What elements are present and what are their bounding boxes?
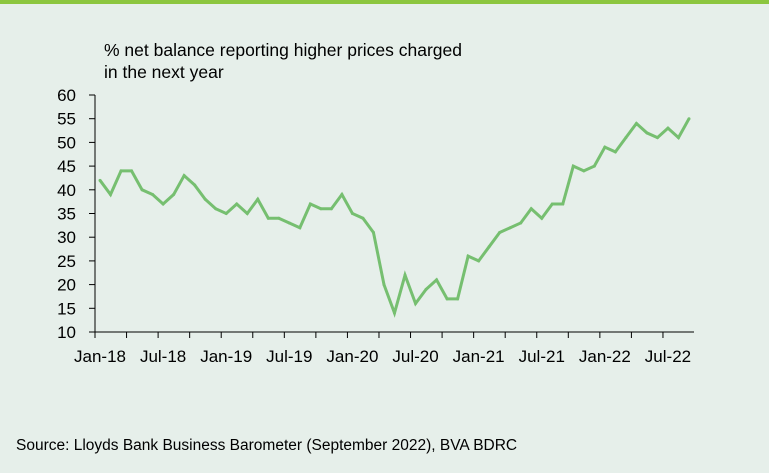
data-point (119, 169, 123, 173)
data-point (266, 216, 270, 220)
data-point (350, 212, 354, 215)
data-point (634, 121, 638, 125)
data-point (456, 297, 460, 301)
data-point (182, 174, 186, 178)
y-axis-ticks: 10 15 20 25 30 35 40 45 50 55 60 (57, 86, 95, 342)
x-axis: Jan-18 Jul-18 Jan-19 Jul-19 Jan-20 Jul-20 Jan-… (74, 331, 694, 366)
x-tick-label: Jan-19 (200, 347, 252, 366)
data-point (645, 131, 649, 135)
data-point (340, 193, 344, 197)
data-point (161, 202, 165, 206)
source-note: Source: Lloyds Bank Business Barometer (… (16, 437, 518, 454)
data-point (245, 212, 249, 215)
y-tick-label: 20 (57, 276, 76, 295)
data-point (235, 202, 239, 206)
data-point (298, 226, 302, 230)
chart-title-line-1: % net balance reporting higher prices ch… (104, 40, 462, 60)
y-tick-label: 15 (57, 299, 76, 318)
data-point (256, 197, 260, 201)
y-tick-label: 40 (57, 181, 76, 200)
y-tick-label: 55 (57, 110, 76, 129)
x-tick-label: Jan-21 (453, 347, 505, 366)
y-tick-label: 50 (57, 133, 76, 152)
data-point (613, 150, 617, 154)
data-point (676, 136, 680, 140)
data-point (666, 126, 670, 130)
chart-title: % net balance reporting higher prices ch… (104, 39, 462, 83)
y-tick-label: 25 (57, 252, 76, 271)
data-point (140, 188, 144, 192)
data-point (224, 212, 228, 215)
data-point (519, 221, 523, 225)
data-point (403, 273, 407, 277)
data-point (592, 164, 596, 168)
data-point (109, 193, 113, 197)
data-point (193, 183, 197, 187)
data-point (214, 207, 218, 211)
data-point (277, 216, 281, 220)
data-point (329, 207, 333, 211)
x-tick-label: Jan-18 (74, 347, 126, 366)
data-point (308, 202, 312, 206)
y-axis: 10 15 20 25 30 35 40 45 50 55 60 (57, 86, 96, 342)
chart-title-line-2: in the next year (104, 62, 224, 82)
data-point (172, 193, 176, 197)
y-tick-label: 60 (57, 86, 76, 105)
data-point (361, 216, 365, 220)
data-point (498, 230, 502, 234)
data-point (98, 178, 102, 182)
data-point (571, 164, 575, 168)
x-tick-label: Jan-22 (579, 347, 631, 366)
data-point (466, 254, 470, 258)
y-tick-label: 35 (57, 205, 76, 224)
y-tick-label: 10 (57, 323, 76, 342)
data-point (477, 259, 481, 263)
data-point (540, 216, 544, 220)
data-point (414, 302, 418, 306)
data-point (424, 287, 428, 291)
series-group (98, 117, 691, 318)
data-point (287, 221, 291, 225)
data-point (487, 245, 491, 249)
x-tick-label: Jul-22 (645, 347, 691, 366)
x-tick-label: Jul-21 (519, 347, 565, 366)
y-tick-label: 30 (57, 228, 76, 247)
data-point (550, 202, 554, 206)
series-line (98, 117, 691, 318)
data-point (382, 283, 386, 287)
data-point (624, 136, 628, 140)
data-point (655, 136, 659, 140)
data-point (203, 197, 207, 201)
x-tick-label: Jul-20 (392, 347, 438, 366)
data-point (529, 207, 533, 211)
data-point (445, 297, 449, 301)
data-point (508, 226, 512, 230)
data-point (561, 202, 565, 206)
top-accent-rule (0, 0, 769, 4)
y-tick-label: 45 (57, 157, 76, 176)
x-axis-ticks: Jan-18 Jul-18 Jan-19 Jul-19 Jan-20 Jul-20 Jan-… (74, 332, 691, 366)
data-point (151, 193, 155, 197)
data-point (435, 278, 439, 282)
data-point (687, 117, 691, 121)
data-point (582, 169, 586, 173)
data-point (319, 207, 323, 211)
data-point (371, 230, 375, 234)
data-point (130, 169, 134, 173)
x-tick-label: Jul-19 (266, 347, 312, 366)
x-tick-label: Jul-18 (140, 347, 186, 366)
data-point (393, 311, 396, 315)
x-tick-label: Jan-20 (326, 347, 378, 366)
data-point (603, 145, 607, 149)
